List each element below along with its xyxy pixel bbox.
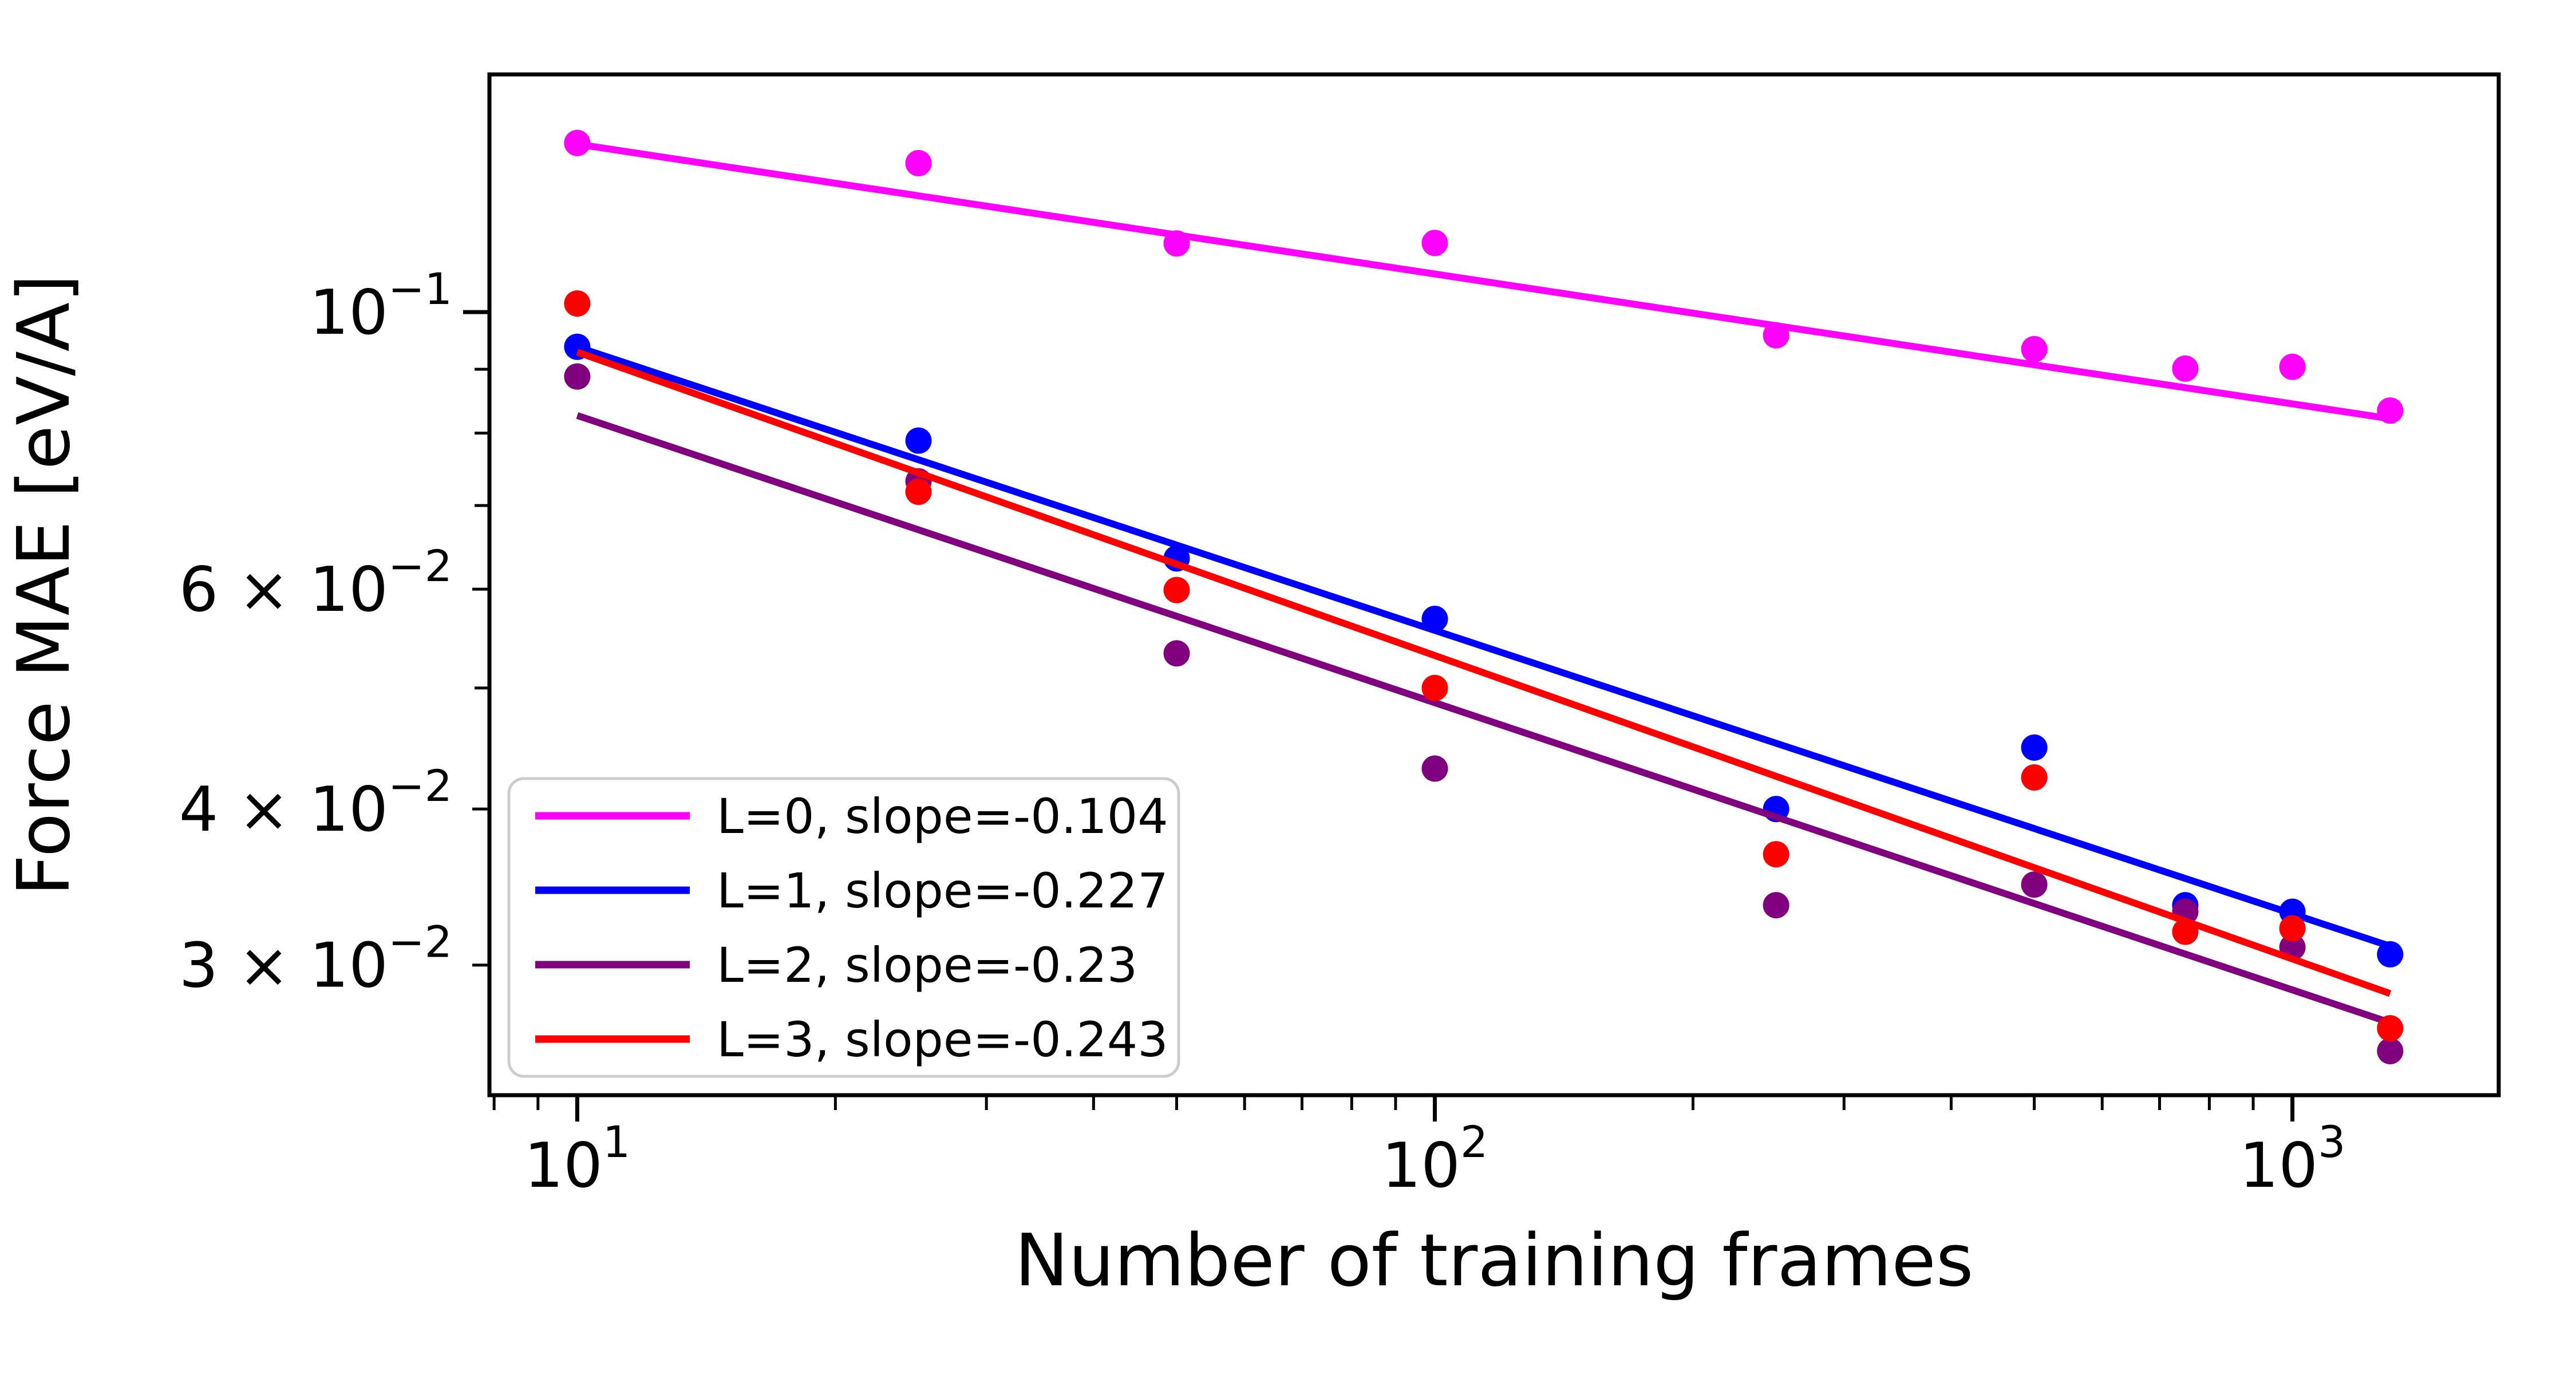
data-point-L2 (1763, 892, 1789, 919)
data-point-L3 (1763, 841, 1789, 868)
series-L3 (564, 290, 2404, 1042)
y-tick-label: 4 × 10−2 (179, 760, 452, 846)
x-axis-label: Number of training frames (1014, 1218, 1973, 1302)
plot-border (487, 72, 2501, 1097)
data-point-L3 (2279, 915, 2306, 942)
data-point-L0 (2172, 355, 2199, 382)
data-point-L3 (564, 290, 591, 317)
data-point-L3 (2377, 1015, 2404, 1042)
legend-label-L3: L=3, slope=-0.243 (717, 1012, 1168, 1068)
legend-entry: L=0, slope=-0.104 (535, 788, 1168, 844)
data-point-L0 (2377, 397, 2404, 424)
series-layer (564, 129, 2404, 1064)
fit-line-L0 (576, 140, 2391, 423)
data-point-L0 (1163, 230, 1190, 257)
y-tick-label: 6 × 10−2 (179, 540, 452, 626)
legend-entry: L=3, slope=-0.243 (535, 1012, 1168, 1068)
data-point-L0 (905, 150, 932, 177)
data-point-L0 (1421, 230, 1448, 256)
y-tick-label: 10−1 (310, 263, 452, 349)
x-tick-label: 103 (2239, 1116, 2346, 1202)
data-point-L2 (2021, 871, 2048, 898)
legend-entry: L=2, slope=-0.23 (535, 937, 1137, 993)
legend-box (507, 777, 1180, 1078)
data-point-L1 (2377, 941, 2404, 968)
data-point-L0 (1763, 322, 1789, 349)
data-point-L1 (905, 427, 932, 454)
data-point-L1 (1421, 605, 1448, 632)
x-tick-label: 102 (1382, 1116, 1488, 1202)
fit-line-L1 (576, 344, 2392, 950)
y-tick-label: 3 × 10−2 (179, 917, 452, 1002)
data-point-L2 (2377, 1037, 2404, 1064)
data-point-L0 (2021, 335, 2048, 362)
axes-layer: 101 102 103 10−1 6 × 10−2 4 × 10−2 3 × 10−2 (179, 72, 2501, 1202)
data-point-L3 (905, 478, 932, 505)
y-axis-label: Force MAE [eV/A] (2, 274, 86, 896)
series-L0 (564, 129, 2404, 424)
data-point-L2 (1421, 755, 1448, 782)
fit-line-L2 (576, 412, 2392, 1026)
data-point-L2 (1163, 640, 1190, 667)
data-point-L3 (2021, 764, 2048, 791)
data-point-L2 (564, 363, 591, 390)
data-point-L1 (2021, 734, 2048, 761)
data-point-L3 (1421, 674, 1448, 701)
legend-label-L0: L=0, slope=-0.104 (717, 788, 1168, 844)
data-point-L0 (2279, 353, 2306, 380)
legend-label-L1: L=1, slope=-0.227 (717, 863, 1168, 919)
data-point-L3 (2172, 918, 2199, 945)
data-point-L0 (564, 129, 591, 156)
legend-label-L2: L=2, slope=-0.23 (717, 937, 1137, 993)
fit-line-L3 (576, 349, 2392, 997)
legend-entry: L=1, slope=-0.227 (535, 863, 1168, 919)
legend: L=0, slope=-0.104 L=1, slope=-0.227 L=2,… (507, 777, 1180, 1078)
data-point-L3 (1163, 577, 1190, 603)
x-tick-label: 101 (524, 1116, 630, 1202)
